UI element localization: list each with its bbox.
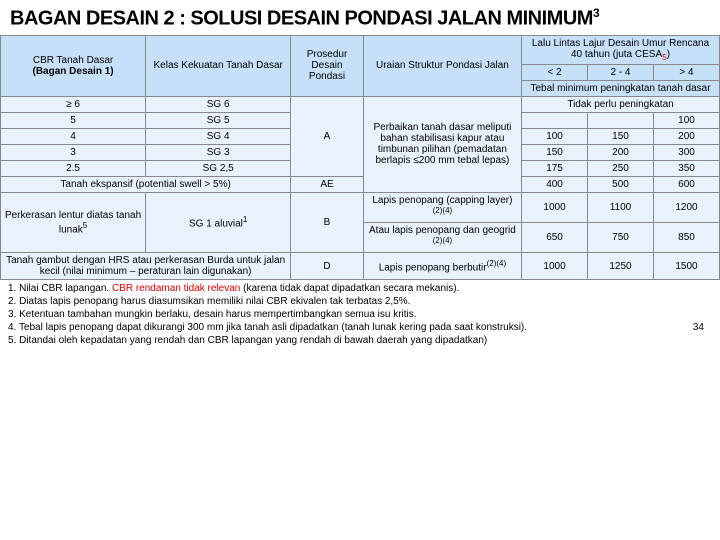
cell-sg6: SG 6: [146, 96, 291, 112]
cell-proc-a: A: [291, 96, 364, 176]
cell: 1000: [522, 253, 588, 280]
cell: 400: [522, 176, 588, 192]
cell-sg4: SG 4: [146, 128, 291, 144]
cell-ekspansif: Tanah ekspansif (potential swell > 5%): [1, 176, 291, 192]
cell: 600: [653, 176, 719, 192]
cell: 100: [522, 128, 588, 144]
cell-proc-ae: AE: [291, 176, 364, 192]
cell-geogrid: Atau lapis penopang dan geogrid (2)(4): [363, 222, 521, 252]
page-number: 34: [693, 321, 712, 334]
cell-sg25: SG 2,5: [146, 160, 291, 176]
title-text: BAGAN DESAIN 2 : SOLUSI DESAIN PONDASI J…: [10, 8, 593, 30]
cell: 1000: [522, 192, 588, 222]
head-gt4: > 4: [653, 64, 719, 80]
title-sup: 3: [593, 6, 599, 20]
cell: [588, 112, 654, 128]
cell-cbr-4: 4: [1, 128, 146, 144]
head-lt2: < 2: [522, 64, 588, 80]
page-title: BAGAN DESAIN 2 : SOLUSI DESAIN PONDASI J…: [0, 0, 720, 35]
cell-berbutir: Lapis penopang berbutir(2)(4): [363, 253, 521, 280]
head-prosedur: Prosedur Desain Pondasi: [291, 35, 364, 96]
cell: 200: [588, 144, 654, 160]
cell-gambut: Tanah gambut dengan HRS atau perkerasan …: [1, 253, 291, 280]
cell: 150: [588, 128, 654, 144]
cell-sg3: SG 3: [146, 144, 291, 160]
head-kelas: Kelas Kekuatan Tanah Dasar: [146, 35, 291, 96]
cell: 650: [522, 222, 588, 252]
cell-noimprov: Tidak perlu peningkatan: [522, 96, 720, 112]
cell: 1250: [588, 253, 654, 280]
cell-cbr-25: 2.5: [1, 160, 146, 176]
cell: 500: [588, 176, 654, 192]
cell-proc-b: B: [291, 192, 364, 253]
design-table: CBR Tanah Dasar (Bagan Desain 1) Kelas K…: [0, 35, 720, 281]
head-tebal: Tebal minimum peningkatan tanah dasar: [522, 80, 720, 96]
cell: 150: [522, 144, 588, 160]
cell: 250: [588, 160, 654, 176]
cell: 100: [653, 112, 719, 128]
cell: 300: [653, 144, 719, 160]
head-cbr: CBR Tanah Dasar (Bagan Desain 1): [1, 35, 146, 96]
cell: 175: [522, 160, 588, 176]
cell: 750: [588, 222, 654, 252]
footnote-5: 5. Ditandai oleh kepadatan yang rendah d…: [8, 334, 712, 347]
footnote-2: 2. Diatas lapis penopang harus diasumsik…: [8, 295, 712, 308]
cell: 850: [653, 222, 719, 252]
cell-sg5: SG 5: [146, 112, 291, 128]
head-traffic: Lalu Lintas Lajur Desain Umur Rencana 40…: [522, 35, 720, 64]
head-2-4: 2 - 4: [588, 64, 654, 80]
footnote-3: 3. Ketentuan tambahan mungkin berlaku, d…: [8, 308, 712, 321]
cell-cbr-5: 5: [1, 112, 146, 128]
cell-proc-d: D: [291, 253, 364, 280]
cell-cbr-6: ≥ 6: [1, 96, 146, 112]
footnote-4: 4. Tebal lapis penopang dapat dikurangi …: [8, 321, 712, 334]
head-uraian: Uraian Struktur Pondasi Jalan: [363, 35, 521, 96]
cell: 200: [653, 128, 719, 144]
cell-lentur: Perkerasan lentur diatas tanah lunak5: [1, 192, 146, 253]
cell: [522, 112, 588, 128]
footnotes: 1. Nilai CBR lapangan. CBR rendaman tida…: [0, 280, 720, 349]
cell: 1500: [653, 253, 719, 280]
cell: 350: [653, 160, 719, 176]
cell-desc1: Perbaikan tanah dasar meliputi bahan sta…: [363, 96, 521, 192]
cell-sg1: SG 1 aluvial1: [146, 192, 291, 253]
cell-capping: Lapis penopang (capping layer) (2)(4): [363, 192, 521, 222]
cell: 1200: [653, 192, 719, 222]
cell-cbr-3: 3: [1, 144, 146, 160]
cell: 1100: [588, 192, 654, 222]
footnote-1: 1. Nilai CBR lapangan. CBR rendaman tida…: [8, 282, 712, 295]
